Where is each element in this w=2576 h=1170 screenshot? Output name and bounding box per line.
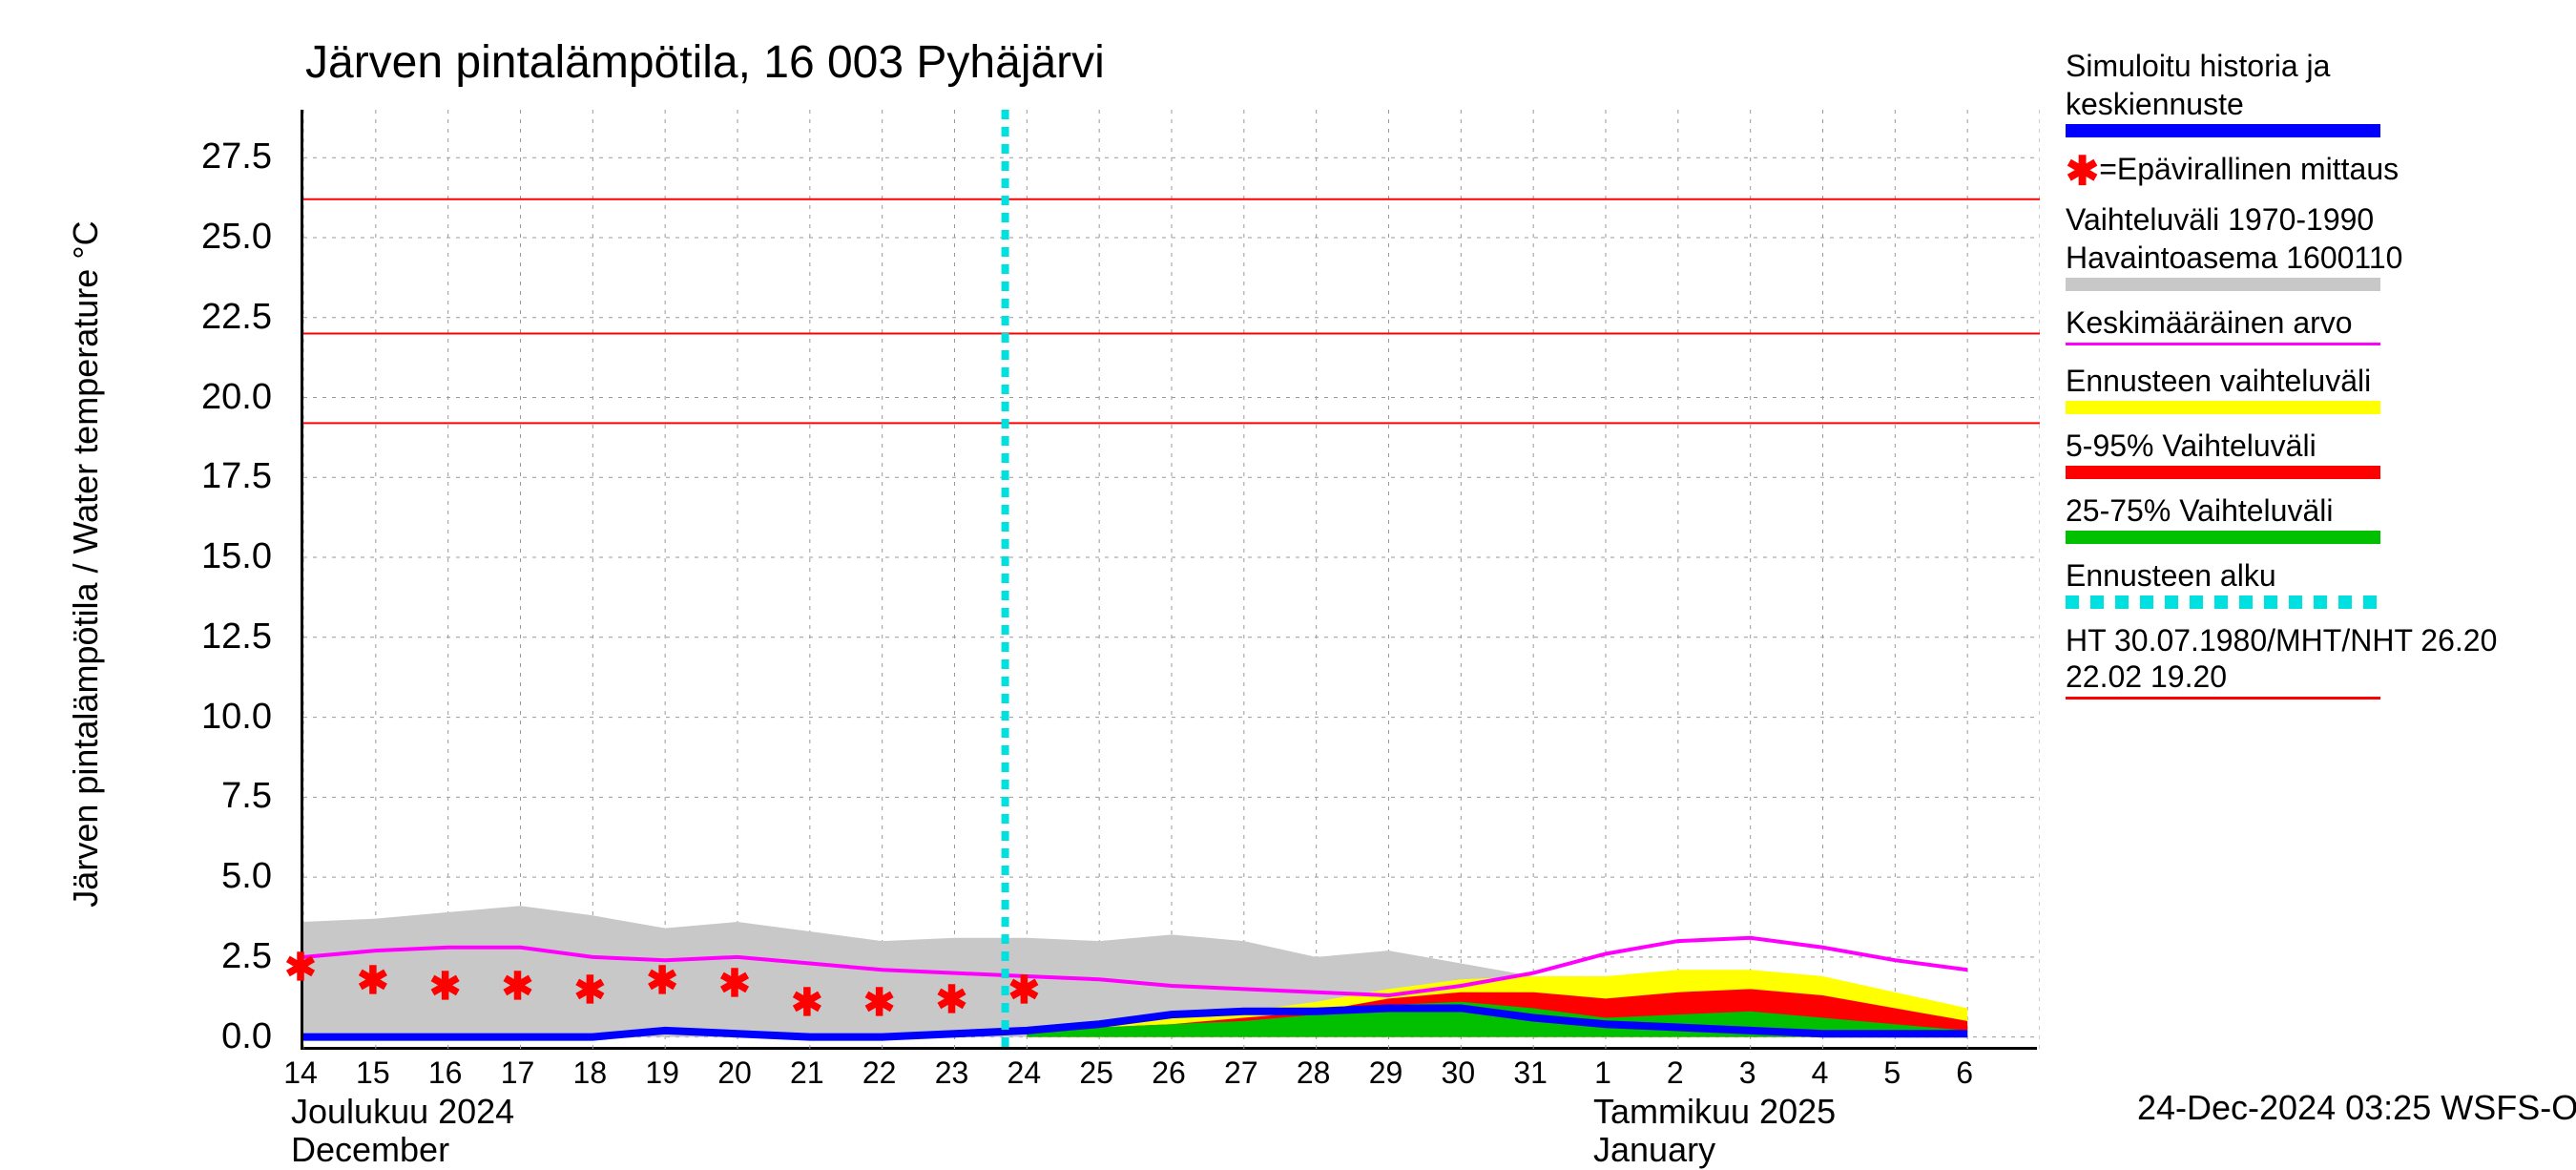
- legend-swatch: [2066, 531, 2380, 544]
- y-tick-label: 0.0: [186, 1016, 272, 1057]
- x-tick-label: 29: [1362, 1055, 1410, 1091]
- x-tick-label: 19: [638, 1055, 686, 1091]
- x-tick-label: 27: [1217, 1055, 1265, 1091]
- y-tick-label: 12.5: [186, 616, 272, 658]
- x-tick-label: 5: [1868, 1055, 1916, 1091]
- x-tick-label: 17: [494, 1055, 542, 1091]
- x-tick-label: 6: [1941, 1055, 1988, 1091]
- chart-svg: [303, 110, 2040, 1050]
- x-tick-label: 26: [1145, 1055, 1193, 1091]
- y-tick-label: 2.5: [186, 936, 272, 977]
- y-tick-label: 5.0: [186, 856, 272, 897]
- y-tick-label: 7.5: [186, 776, 272, 817]
- legend-item: 25-75% Vaihteluväli: [2066, 492, 2543, 544]
- y-tick-label: 15.0: [186, 536, 272, 577]
- x-tick-label: 24: [1000, 1055, 1048, 1091]
- legend-text: Havaintoasema 1600110: [2066, 240, 2543, 276]
- legend-item: HT 30.07.1980/MHT/NHT 26.20 22.02 19.20: [2066, 622, 2543, 700]
- chart-legend: Simuloitu historia jakeskiennuste ✱=Epävi…: [2066, 48, 2543, 717]
- legend-text: 5-95% Vaihteluväli: [2066, 428, 2543, 464]
- legend-item: Keskimääräinen arvo: [2066, 304, 2543, 345]
- x-tick-label: 16: [422, 1055, 469, 1091]
- chart-title: Järven pintalämpötila, 16 003 Pyhäjärvi: [305, 36, 1105, 89]
- page-root: Järven pintalämpötila / Water temperatur…: [0, 0, 2576, 1145]
- legend-item: Ennusteen alku: [2066, 557, 2543, 609]
- legend-item: Simuloitu historia jakeskiennuste: [2066, 48, 2543, 137]
- x-tick-label: 2: [1652, 1055, 1699, 1091]
- month-label: December: [291, 1130, 449, 1170]
- x-tick-label: 28: [1290, 1055, 1338, 1091]
- legend-text: Ennusteen alku: [2066, 557, 2543, 594]
- legend-swatch: [2066, 697, 2380, 700]
- month-label: January: [1593, 1130, 1715, 1170]
- x-tick-label: 1: [1579, 1055, 1627, 1091]
- legend-swatch: [2066, 466, 2380, 479]
- x-tick-label: 22: [856, 1055, 904, 1091]
- legend-swatch: [2066, 595, 2380, 609]
- legend-swatch: [2066, 343, 2380, 345]
- legend-text: Simuloitu historia ja: [2066, 48, 2543, 84]
- chart-plot-area: [301, 110, 2037, 1050]
- y-axis-label: Järven pintalämpötila / Water temperatur…: [66, 87, 106, 1041]
- x-tick-label: 15: [349, 1055, 397, 1091]
- legend-text: Keskimääräinen arvo: [2066, 304, 2543, 341]
- legend-item: ✱=Epävirallinen mittaus: [2066, 151, 2543, 190]
- legend-item: 5-95% Vaihteluväli: [2066, 428, 2543, 479]
- legend-text: keskiennuste: [2066, 86, 2543, 122]
- y-tick-label: 20.0: [186, 377, 272, 418]
- legend-item: Vaihteluväli 1970-1990 Havaintoasema 160…: [2066, 201, 2543, 291]
- x-tick-label: 4: [1797, 1055, 1844, 1091]
- y-tick-label: 17.5: [186, 456, 272, 497]
- x-tick-label: 31: [1506, 1055, 1554, 1091]
- legend-text: Ennusteen vaihteluväli: [2066, 363, 2543, 399]
- legend-marker-icon: ✱: [2066, 149, 2099, 194]
- x-tick-label: 23: [928, 1055, 976, 1091]
- legend-text: =Epävirallinen mittaus: [2099, 152, 2399, 186]
- x-tick-label: 3: [1724, 1055, 1772, 1091]
- y-tick-label: 10.0: [186, 697, 272, 738]
- x-tick-label: 25: [1072, 1055, 1120, 1091]
- x-tick-label: 18: [566, 1055, 613, 1091]
- legend-text: Vaihteluväli 1970-1990: [2066, 201, 2543, 238]
- y-tick-label: 27.5: [186, 136, 272, 178]
- legend-swatch: [2066, 124, 2380, 137]
- x-tick-label: 14: [277, 1055, 324, 1091]
- legend-text: 25-75% Vaihteluväli: [2066, 492, 2543, 529]
- legend-item: Ennusteen vaihteluväli: [2066, 363, 2543, 414]
- month-label: Tammikuu 2025: [1593, 1092, 1836, 1132]
- month-label: Joulukuu 2024: [291, 1092, 514, 1132]
- x-tick-label: 20: [711, 1055, 758, 1091]
- legend-swatch: [2066, 401, 2380, 414]
- legend-text: HT 30.07.1980/MHT/NHT 26.20 22.02 19.20: [2066, 622, 2543, 695]
- y-tick-label: 25.0: [186, 217, 272, 258]
- chart-footer: 24-Dec-2024 03:25 WSFS-O: [2137, 1088, 2576, 1128]
- x-tick-label: 30: [1434, 1055, 1482, 1091]
- x-tick-label: 21: [783, 1055, 831, 1091]
- y-tick-label: 22.5: [186, 297, 272, 338]
- legend-swatch: [2066, 278, 2380, 291]
